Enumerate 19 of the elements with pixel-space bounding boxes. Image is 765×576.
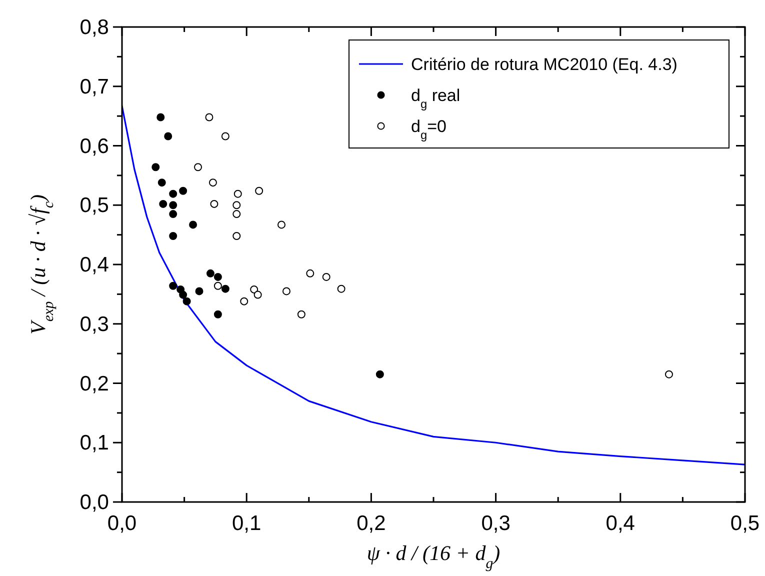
y-tick-label: 0,3 [80,312,109,336]
y-tick-label: 0,7 [80,75,109,98]
y-tick-label: 0,2 [80,372,109,396]
y-tick-label: 0,5 [80,194,109,218]
y-tick-label: 0,4 [80,254,110,276]
legend-label: d$_{g}$ real [411,86,460,111]
x-axis-title: ψ · d / (16 + d$_{g}$) [366,541,500,572]
y-tick-label: 0,1 [80,432,109,455]
x-tick-label: 0,5 [730,512,760,535]
x-tick-label: 0,0 [107,512,137,535]
x-tick-label: 0,4 [606,512,636,535]
legend-label: d$_{g}$=0 [411,117,446,142]
y-tick-label: 0,6 [80,134,109,158]
x-tick-label: 0,3 [481,512,510,535]
x-tick-label: 0,1 [232,512,262,535]
x-tick-label: 0,2 [356,512,386,535]
y-tick-label: 0,0 [80,491,109,514]
legend-label: Critério de rotura MC2010 (Eq. 4.3) [411,55,678,74]
y-tick-label: 0,8 [80,16,109,39]
